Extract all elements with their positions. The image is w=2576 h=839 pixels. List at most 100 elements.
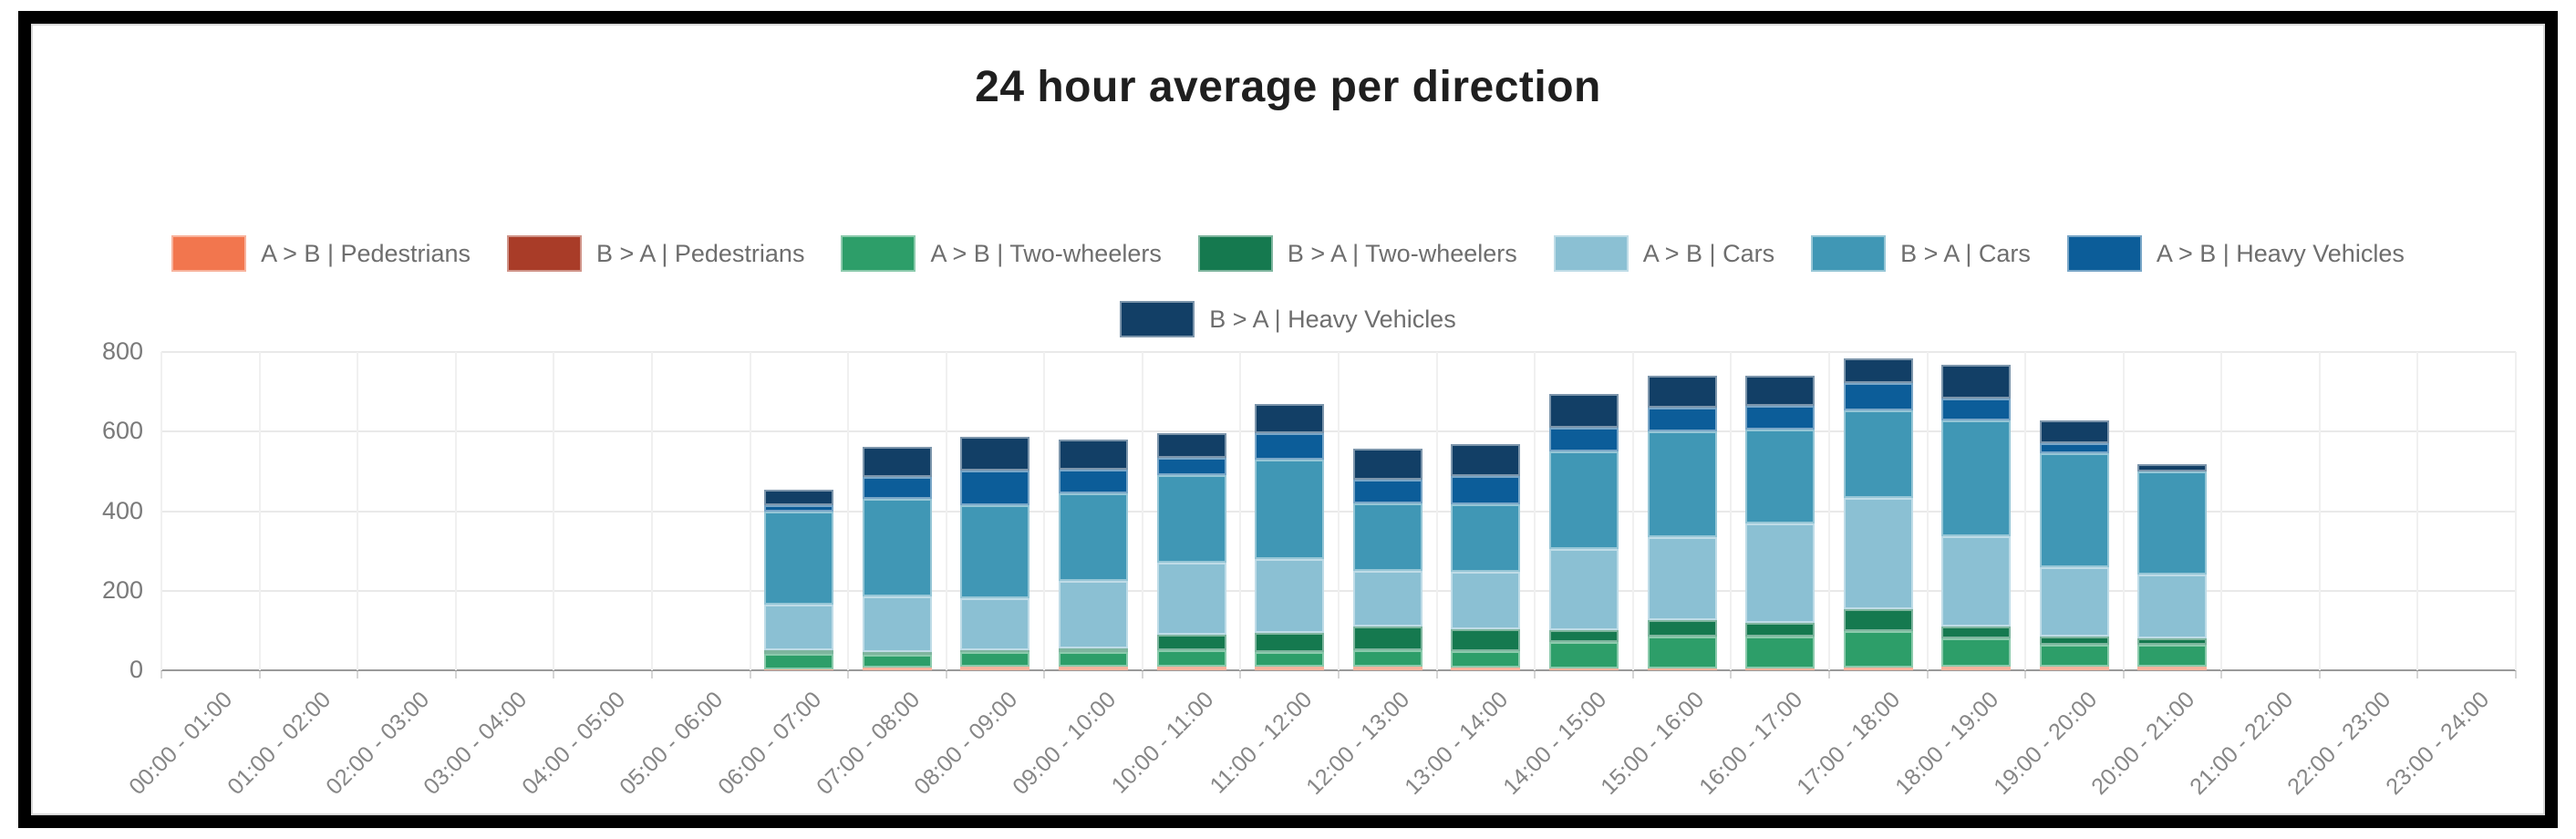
bar-segment[interactable]: [1451, 571, 1520, 630]
bar-segment[interactable]: [1844, 631, 1913, 668]
bar-segment[interactable]: [1941, 666, 2011, 670]
bar-segment[interactable]: [863, 655, 932, 668]
bar-segment[interactable]: [1255, 632, 1324, 653]
bar-segment[interactable]: [1353, 627, 1422, 651]
bar-segment[interactable]: [1255, 403, 1324, 434]
bar-segment[interactable]: [1157, 666, 1226, 670]
bar-segment[interactable]: [764, 653, 833, 670]
bar-segment[interactable]: [1059, 492, 1128, 581]
bar-segment[interactable]: [863, 651, 932, 656]
bar-segment[interactable]: [1745, 523, 1815, 623]
bar-segment[interactable]: [1255, 666, 1324, 670]
bar-segment[interactable]: [1549, 548, 1619, 631]
bar-segment[interactable]: [1451, 476, 1520, 504]
bar-segment[interactable]: [1844, 410, 1913, 499]
bar-segment[interactable]: [1451, 629, 1520, 652]
bar-segment[interactable]: [1451, 503, 1520, 572]
legend-item[interactable]: B > A | Pedestrians: [507, 235, 804, 272]
bar-segment[interactable]: [1059, 652, 1128, 667]
bar-segment[interactable]: [1353, 502, 1422, 571]
bar-segment[interactable]: [1648, 376, 1717, 409]
bar-segment[interactable]: [1059, 648, 1128, 653]
bar-segment[interactable]: [2040, 453, 2109, 567]
bar-segment[interactable]: [1941, 364, 2011, 399]
bar-segment[interactable]: [863, 477, 932, 499]
bar-segment[interactable]: [960, 598, 1029, 650]
bar-segment[interactable]: [1157, 634, 1226, 651]
bar-segment[interactable]: [1353, 666, 1422, 670]
bar-segment[interactable]: [1059, 439, 1128, 470]
bar-segment[interactable]: [1059, 666, 1128, 670]
bar-segment[interactable]: [1745, 376, 1815, 406]
bar-segment[interactable]: [863, 447, 932, 477]
bar-segment[interactable]: [1549, 642, 1619, 668]
bar-segment[interactable]: [1157, 457, 1226, 476]
bar-segment[interactable]: [863, 667, 932, 670]
bar-segment[interactable]: [764, 490, 833, 505]
bar-segment[interactable]: [1059, 469, 1128, 493]
bar-segment[interactable]: [1353, 448, 1422, 480]
bar-segment[interactable]: [1157, 650, 1226, 667]
bar-segment[interactable]: [1844, 382, 1913, 411]
bar-segment[interactable]: [1648, 620, 1717, 637]
bar-segment[interactable]: [960, 652, 1029, 667]
bar-segment[interactable]: [1549, 630, 1619, 643]
legend-item[interactable]: A > B | Heavy Vehicles: [2066, 235, 2405, 272]
bar-segment[interactable]: [1941, 638, 2011, 667]
bar-segment[interactable]: [764, 504, 833, 512]
bar-segment[interactable]: [2137, 666, 2207, 670]
bar-segment[interactable]: [863, 498, 932, 596]
bar-segment[interactable]: [960, 471, 1029, 505]
bar-segment[interactable]: [1648, 408, 1717, 432]
bar-segment[interactable]: [1745, 636, 1815, 668]
bar-segment[interactable]: [1745, 405, 1815, 430]
bar-segment[interactable]: [764, 605, 833, 651]
legend-item[interactable]: B > A | Cars: [1811, 235, 2031, 272]
bar-segment[interactable]: [2137, 644, 2207, 667]
bar-segment[interactable]: [2137, 638, 2207, 645]
bar-segment[interactable]: [863, 596, 932, 652]
bar-segment[interactable]: [2040, 644, 2109, 667]
legend-item[interactable]: A > B | Pedestrians: [171, 235, 471, 272]
bar-segment[interactable]: [1844, 498, 1913, 610]
bar-segment[interactable]: [1451, 667, 1520, 670]
bar-segment[interactable]: [1255, 558, 1324, 633]
legend-item[interactable]: B > A | Heavy Vehicles: [1120, 301, 1456, 337]
bar-segment[interactable]: [1353, 650, 1422, 667]
bar-segment[interactable]: [1648, 431, 1717, 537]
bar-segment[interactable]: [960, 437, 1029, 471]
bar-segment[interactable]: [2040, 420, 2109, 444]
bar-segment[interactable]: [1844, 358, 1913, 383]
bar-segment[interactable]: [1157, 432, 1226, 458]
bar-segment[interactable]: [1549, 427, 1619, 452]
bar-segment[interactable]: [1549, 451, 1619, 549]
bar-segment[interactable]: [1059, 580, 1128, 649]
bar-segment[interactable]: [960, 666, 1029, 670]
bar-segment[interactable]: [1745, 430, 1815, 523]
bar-segment[interactable]: [1941, 535, 2011, 627]
bar-segment[interactable]: [2040, 443, 2109, 454]
bar-segment[interactable]: [2040, 636, 2109, 645]
bar-segment[interactable]: [1353, 479, 1422, 503]
bar-segment[interactable]: [1648, 636, 1717, 668]
bar-segment[interactable]: [960, 504, 1029, 599]
bar-segment[interactable]: [1451, 444, 1520, 477]
bar-segment[interactable]: [1451, 651, 1520, 668]
bar-segment[interactable]: [1255, 433, 1324, 460]
bar-segment[interactable]: [2137, 464, 2207, 471]
bar-segment[interactable]: [2137, 575, 2207, 639]
bar-segment[interactable]: [1157, 563, 1226, 635]
bar-segment[interactable]: [1255, 459, 1324, 559]
bar-segment[interactable]: [2040, 566, 2109, 637]
bar-segment[interactable]: [1844, 667, 1913, 670]
bar-segment[interactable]: [1255, 652, 1324, 667]
bar-segment[interactable]: [1157, 475, 1226, 564]
bar-segment[interactable]: [1353, 570, 1422, 627]
bar-segment[interactable]: [2137, 471, 2207, 575]
bar-segment[interactable]: [764, 511, 833, 606]
bar-segment[interactable]: [1745, 622, 1815, 637]
bar-segment[interactable]: [1844, 609, 1913, 632]
legend-item[interactable]: A > B | Two-wheelers: [841, 235, 1162, 272]
bar-segment[interactable]: [1549, 393, 1619, 428]
bar-segment[interactable]: [1941, 420, 2011, 536]
